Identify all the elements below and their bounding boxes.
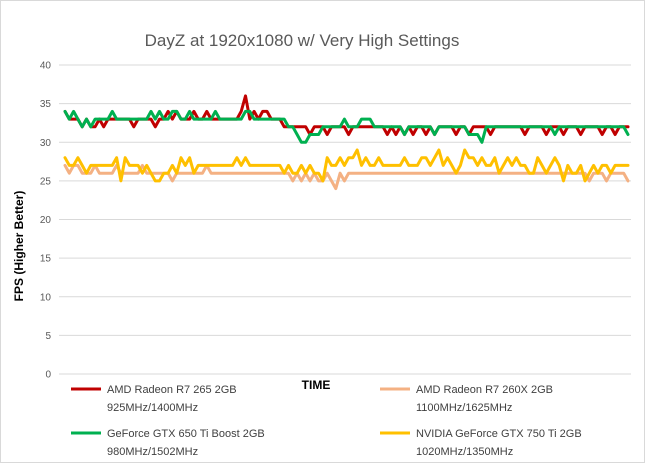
legend-clock: 1100MHz/1625MHz bbox=[416, 402, 512, 414]
y-tick-label: 0 bbox=[45, 370, 51, 381]
y-tick-label: 15 bbox=[40, 254, 52, 265]
y-tick-label: 30 bbox=[40, 138, 52, 149]
y-tick-label: 40 bbox=[40, 61, 52, 72]
gridlines bbox=[59, 64, 631, 375]
y-axis-title: FPS (Higher Better) bbox=[12, 191, 26, 302]
y-tick-labels: 0 5 10 15 20 25 30 35 40 bbox=[40, 61, 52, 381]
y-tick-label: 10 bbox=[40, 292, 52, 303]
legend-item-2: GeForce GTX 650 Ti Boost 2GB 980MHz/1502M… bbox=[71, 428, 265, 458]
legend-label: NVIDIA GeForce GTX 750 Ti 2GB bbox=[416, 428, 582, 440]
y-tick-label: 25 bbox=[40, 176, 52, 187]
series-lines bbox=[63, 94, 630, 191]
series-line-2 bbox=[63, 109, 630, 144]
legend-label: AMD Radeon R7 265 2GB bbox=[107, 384, 237, 396]
series-line-3 bbox=[63, 148, 630, 183]
x-axis-title: TIME bbox=[302, 378, 331, 392]
y-tick-label: 35 bbox=[40, 99, 52, 110]
y-tick-label: 20 bbox=[40, 215, 52, 226]
legend-clock: 925MHz/1400MHz bbox=[107, 402, 198, 414]
legend-label: AMD Radeon R7 260X 2GB bbox=[416, 384, 553, 396]
legend-clock: 980MHz/1502MHz bbox=[107, 446, 198, 458]
legend-clock: 1020MHz/1350MHz bbox=[416, 446, 513, 458]
legend-item-0: AMD Radeon R7 265 2GB 925MHz/1400MHz bbox=[71, 384, 237, 414]
legend-item-1: AMD Radeon R7 260X 2GB 1100MHz/1625MHz bbox=[380, 384, 553, 414]
y-tick-label: 5 bbox=[45, 331, 51, 342]
chart-title: DayZ at 1920x1080 w/ Very High Settings bbox=[145, 31, 460, 50]
legend-label: GeForce GTX 650 Ti Boost 2GB bbox=[107, 428, 265, 440]
legend-item-3: NVIDIA GeForce GTX 750 Ti 2GB 1020MHz/135… bbox=[380, 428, 582, 458]
